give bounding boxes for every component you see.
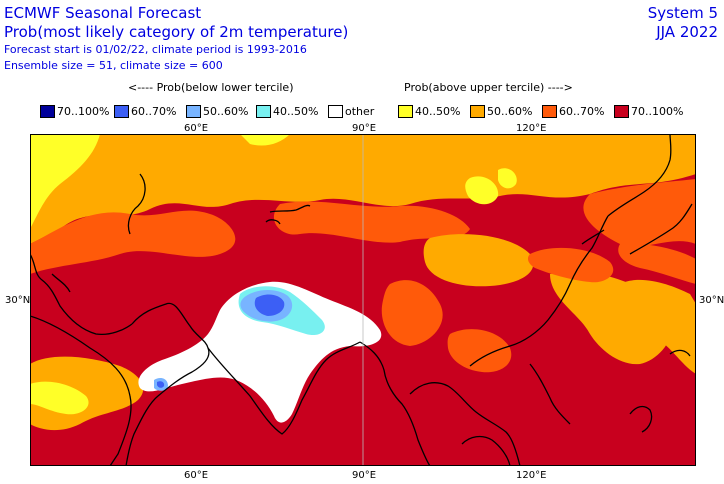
- region-40-50-northwest: [30, 134, 517, 229]
- season-label: JJA 2022: [656, 23, 718, 41]
- legend-swatch: [114, 104, 129, 118]
- legend-label: 60..70%: [559, 104, 605, 118]
- system-label: System 5: [647, 4, 718, 22]
- coastlines: [30, 134, 693, 466]
- lon-label-bottom-120e: 120°E: [516, 470, 547, 481]
- legend-swatch: [614, 104, 629, 118]
- legend-label: 50..60%: [203, 104, 249, 118]
- legend-item: 60..70%: [114, 103, 176, 119]
- region-40-50-south-left: [30, 381, 89, 415]
- legend-item: other: [328, 103, 374, 119]
- forecast-map: [30, 134, 696, 466]
- legend-swatch: [256, 104, 271, 118]
- legend-swatch: [40, 104, 55, 118]
- header-left: ECMWF Seasonal Forecast Prob(most likely…: [4, 4, 348, 74]
- region-60-70-east: [381, 243, 696, 373]
- region-below-50-60: [154, 290, 293, 391]
- map-frame: [30, 134, 696, 466]
- lon-label-top-60e: 60°E: [184, 123, 209, 134]
- header-right: System 5 JJA 2022: [648, 4, 718, 42]
- legend-label: 70..100%: [57, 104, 110, 118]
- legend-label: 40..50%: [415, 104, 461, 118]
- lon-label-bottom-90e: 90°E: [352, 470, 377, 481]
- legend-swatch: [470, 104, 485, 118]
- legend-swatch: [542, 104, 557, 118]
- legend-below-heading: <---- Prob(below lower tercile): [128, 81, 294, 94]
- region-below-60-70: [157, 294, 285, 388]
- lat-label-left-30n: 30°N: [5, 295, 31, 306]
- legend-item: 50..60%: [470, 103, 532, 119]
- legend-swatch: [328, 104, 343, 118]
- map-title: ECMWF Seasonal Forecast: [4, 4, 202, 22]
- legend-item: 40..50%: [398, 103, 460, 119]
- lon-label-top-90e: 90°E: [352, 123, 377, 134]
- legend-item: 60..70%: [542, 103, 604, 119]
- region-other-south-asia: [138, 281, 382, 423]
- map-subtitle: Prob(most likely category of 2m temperat…: [4, 23, 349, 41]
- legend-item: 70..100%: [40, 103, 109, 119]
- legend-label: 50..60%: [487, 104, 533, 118]
- legend-swatch: [398, 104, 413, 118]
- legend-swatch: [186, 104, 201, 118]
- region-50-60-east: [423, 234, 696, 374]
- lon-label-top-120e: 120°E: [516, 123, 547, 134]
- legend-item: 50..60%: [186, 103, 248, 119]
- forecast-info: Forecast start is 01/02/22, climate peri…: [4, 43, 307, 56]
- legend-label: 40..50%: [273, 104, 319, 118]
- lat-label-right-30n: 30°N: [699, 295, 724, 306]
- ensemble-info: Ensemble size = 51, climate size = 600: [4, 59, 223, 72]
- legend-above-heading: Prob(above upper tercile) ---->: [404, 81, 573, 94]
- lon-label-bottom-60e: 60°E: [184, 470, 209, 481]
- legend-label: other: [345, 104, 375, 118]
- legend-label: 70..100%: [631, 104, 684, 118]
- legend-item: 40..50%: [256, 103, 318, 119]
- legend-item: 70..100%: [614, 103, 683, 119]
- legend-label: 60..70%: [131, 104, 177, 118]
